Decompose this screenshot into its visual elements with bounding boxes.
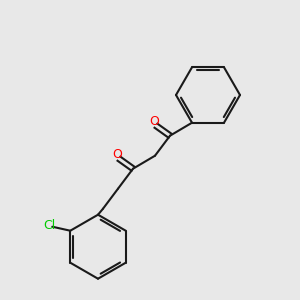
Text: O: O [112,148,122,161]
Text: Cl: Cl [43,219,56,232]
Text: O: O [149,115,159,128]
